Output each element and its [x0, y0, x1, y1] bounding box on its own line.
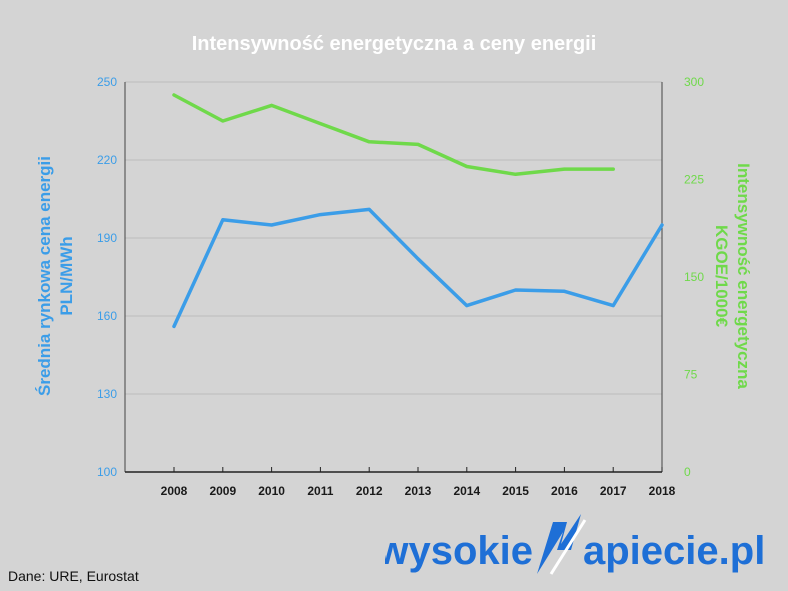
logo-text-right: apiecie.pl — [583, 529, 765, 573]
series-lines — [172, 93, 664, 329]
x-axis-ticks: 2008 2009 2010 2011 2012 2013 2014 2015 2016 2017… — [161, 467, 676, 498]
data-point-left — [221, 218, 225, 222]
data-point-right — [221, 119, 225, 123]
data-point-right — [562, 167, 566, 171]
left-tick-label: 220 — [97, 153, 117, 167]
right-tick-label: 0 — [684, 465, 691, 479]
chart-title: Intensywność energetyczna a ceny energii — [192, 33, 597, 55]
left-axis-ticks: 100 130 160 190 220 250 — [97, 75, 117, 479]
series-line-right — [172, 93, 615, 177]
x-tick-label: 2016 — [551, 484, 578, 498]
x-tick-label: 2018 — [649, 484, 676, 498]
data-point-right — [270, 103, 274, 107]
data-point-right — [416, 142, 420, 146]
left-tick-label: 100 — [97, 465, 117, 479]
data-point-left — [318, 213, 322, 217]
left-axis-label: Średnia rynkowa cena energii PLN/MWh — [35, 156, 76, 396]
data-point-left — [367, 207, 371, 211]
gridlines — [125, 81, 662, 473]
data-point-right — [465, 165, 469, 168]
x-tick-label: 2011 — [307, 484, 333, 498]
data-point-right — [172, 93, 176, 97]
right-tick-label: 150 — [684, 270, 704, 284]
data-point-right — [514, 172, 518, 176]
x-tick-label: 2017 — [600, 484, 627, 498]
series-line-left — [172, 207, 664, 329]
data-point-left — [514, 288, 518, 292]
data-point-right — [611, 167, 615, 171]
logo: wysokie apiecie.pl — [385, 514, 765, 575]
right-axis-ticks: 0 75 150 225 300 — [684, 75, 704, 479]
data-point-right — [318, 122, 322, 126]
left-tick-label: 250 — [97, 75, 117, 89]
left-axis-label-line2: PLN/MWh — [57, 236, 76, 315]
x-tick-label: 2013 — [405, 484, 432, 498]
left-axis-label-line1: Średnia rynkowa cena energii — [35, 156, 54, 396]
right-tick-label: 75 — [684, 368, 698, 382]
data-point-left — [562, 289, 566, 293]
data-point-left — [611, 304, 615, 308]
left-tick-label: 190 — [97, 231, 117, 245]
x-tick-label: 2009 — [209, 484, 236, 498]
x-tick-label: 2010 — [258, 484, 285, 498]
data-point-right — [367, 140, 371, 144]
lightning-n-logo-icon — [537, 514, 587, 575]
left-tick-label: 130 — [97, 387, 117, 401]
data-point-left — [270, 223, 274, 227]
data-point-left — [416, 257, 420, 261]
right-axis-label-line1: Intensywność energetyczna — [734, 163, 753, 389]
right-axis-label: Intensywność energetyczna KGOE/1000€ — [712, 163, 753, 389]
data-point-left — [172, 324, 176, 328]
right-axis-label-line2: KGOE/1000€ — [712, 225, 731, 328]
source-note: Dane: URE, Eurostat — [8, 568, 139, 584]
data-point-left — [660, 223, 664, 227]
left-tick-label: 160 — [97, 309, 117, 323]
axes — [124, 82, 663, 473]
right-tick-label: 300 — [684, 75, 704, 89]
x-tick-label: 2015 — [502, 484, 529, 498]
x-tick-label: 2014 — [453, 484, 480, 498]
x-tick-label: 2012 — [356, 484, 383, 498]
x-tick-label: 2008 — [161, 484, 188, 498]
data-point-left — [465, 304, 469, 308]
right-tick-label: 225 — [684, 173, 704, 187]
logo-text-left: wysokie — [385, 529, 533, 573]
